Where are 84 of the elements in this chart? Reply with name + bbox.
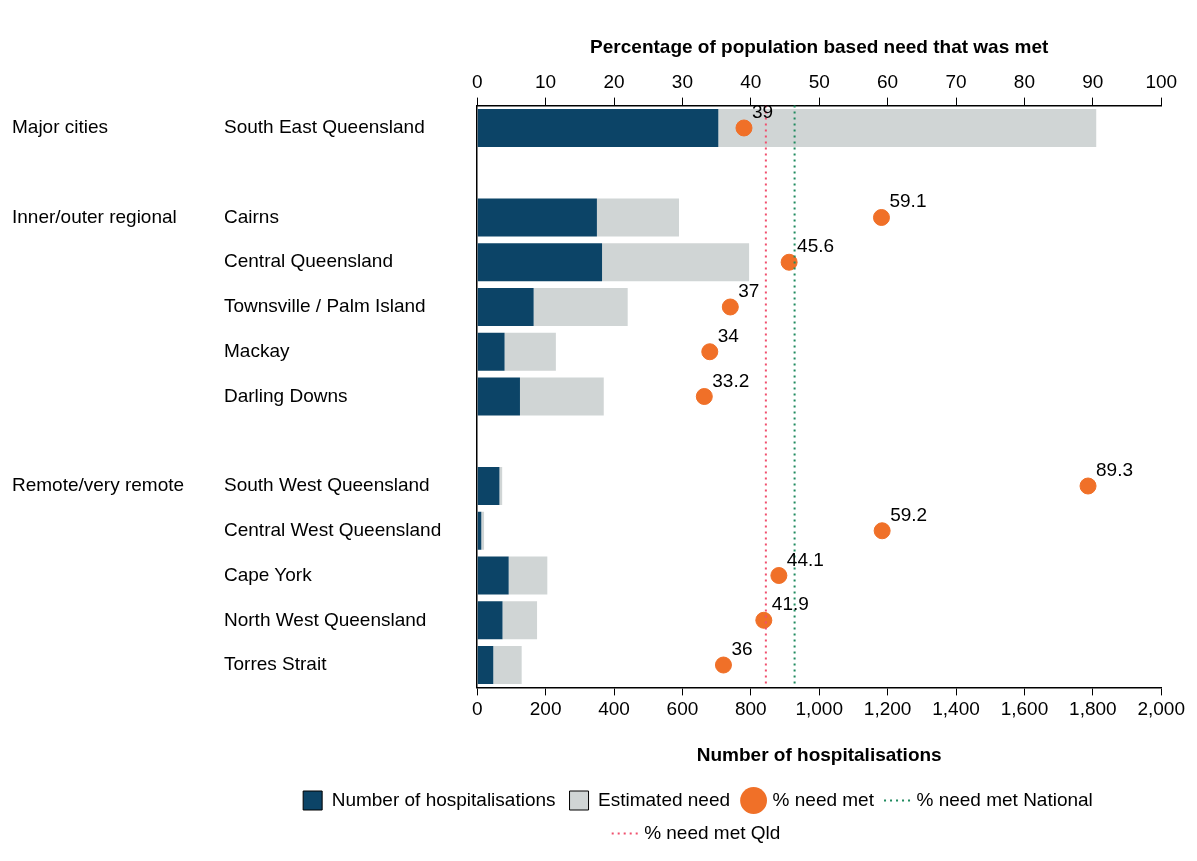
data-label: 59.2	[890, 503, 928, 525]
legend-label: % need met	[772, 788, 875, 810]
x-tick-label: 800	[734, 698, 767, 720]
y-tick-label: Central Queensland	[224, 250, 393, 272]
x2-tick-label: 20	[603, 71, 625, 93]
legend-label: Estimated need	[598, 788, 731, 810]
bar	[477, 287, 534, 327]
data-label: 45.6	[797, 235, 835, 257]
y-tick-label: North West Queensland	[224, 608, 427, 630]
data-label: 44.1	[786, 548, 824, 570]
point	[1079, 477, 1097, 495]
x2-tick-label: 40	[740, 71, 762, 93]
y-tick-label: Townsville / Palm Island	[224, 295, 426, 317]
x-tick-label: 200	[529, 698, 562, 720]
bar	[481, 511, 485, 550]
y-tick-label: Cairns	[224, 205, 279, 227]
point	[755, 611, 773, 629]
bar	[477, 243, 603, 282]
data-label: 89.3	[1096, 459, 1134, 481]
bar	[477, 466, 500, 506]
x2-tick-label: 90	[1082, 71, 1104, 93]
point	[701, 343, 719, 361]
data-label: 37	[738, 279, 760, 301]
bar	[596, 198, 679, 237]
x2-axis-title: Percentage of population based need that was met	[590, 35, 1049, 57]
y-tick-label: Darling Downs	[224, 384, 348, 406]
legend-label: % need met Qld	[644, 821, 781, 843]
point	[780, 253, 798, 271]
y-tick-label: South West Queensland	[224, 474, 430, 496]
y-tick-label: Mackay	[224, 339, 290, 361]
text: Remote/very remote	[12, 474, 185, 496]
bar	[508, 556, 548, 595]
x-tick-label: 2,000	[1137, 698, 1185, 720]
bar	[477, 377, 520, 416]
x2-tick-label: 50	[808, 71, 830, 93]
bar	[504, 332, 556, 371]
x2-tick-label: 30	[671, 71, 693, 93]
x2-tick-label: 80	[1013, 71, 1035, 93]
bar	[493, 646, 522, 685]
x-tick-label: 1,400	[932, 698, 980, 720]
point	[872, 208, 890, 226]
x-axis-title: Number of hospitalisations	[696, 743, 942, 765]
point	[695, 388, 713, 405]
y-tick-label: Torres Strait	[224, 653, 328, 675]
bar	[477, 332, 505, 371]
x2-tick-label: 10	[535, 71, 557, 93]
x2-tick-label: 0	[471, 71, 483, 93]
legend-label: Number of hospitalisations	[331, 788, 556, 810]
bar	[499, 466, 503, 506]
data-label: 34	[717, 324, 740, 346]
bar	[519, 377, 604, 416]
data-label: 36	[731, 638, 753, 660]
x-tick-label: 1,200	[863, 698, 912, 720]
bar	[477, 198, 597, 237]
x-tick-label: 1,000	[795, 698, 843, 720]
x2-tick-label: 100	[1145, 71, 1178, 93]
text: Inner/outer regional	[12, 205, 177, 227]
data-label: 41.9	[771, 593, 809, 615]
y-tick-label: Central West Queensland	[224, 519, 442, 540]
bar	[533, 287, 628, 327]
x2-tick-label: 60	[877, 71, 899, 93]
data-label: 59.1	[889, 190, 927, 212]
bar	[477, 556, 509, 595]
bar	[602, 243, 750, 282]
bar	[477, 601, 503, 640]
point	[873, 522, 891, 540]
text: Major cities	[12, 116, 109, 138]
x-tick-label: 600	[666, 698, 699, 720]
legend-label: % need met National	[916, 788, 1093, 810]
bar	[477, 108, 719, 147]
x-tick-label: 1,800	[1069, 698, 1117, 720]
y-tick-label: Cape York	[224, 563, 313, 585]
x-tick-label: 400	[598, 698, 630, 720]
point	[770, 567, 788, 585]
x-tick-label: 1,600	[1000, 698, 1049, 720]
bar	[477, 646, 494, 685]
point	[735, 119, 753, 137]
x2-tick-label: 70	[945, 71, 967, 93]
x-tick-label: 0	[471, 698, 483, 720]
data-label: 33.2	[712, 369, 750, 391]
point	[714, 656, 732, 674]
bar	[502, 601, 538, 640]
y-tick-label: South East Queensland	[224, 116, 425, 138]
point	[721, 298, 739, 316]
